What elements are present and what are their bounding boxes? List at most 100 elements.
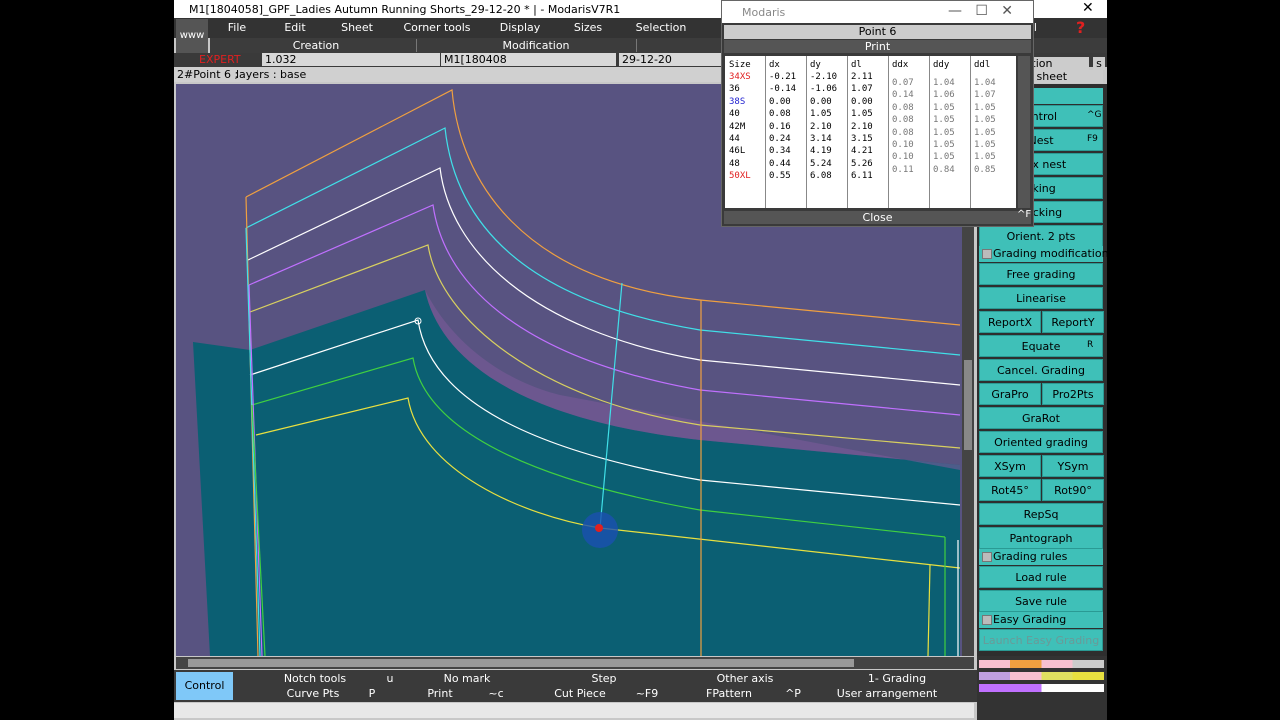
- toolbar-item[interactable]: Other axis: [716, 672, 774, 685]
- menu-item[interactable]: Selection: [635, 21, 687, 34]
- checkbox[interactable]: Grading rules: [979, 549, 1103, 565]
- column-header: ddx: [892, 60, 909, 70]
- diff-cell: 0.07: [892, 78, 914, 88]
- panel-button[interactable]: Oriented grading: [979, 431, 1103, 453]
- column-header: dl: [851, 60, 862, 70]
- h-scrollbar[interactable]: [176, 657, 974, 669]
- model-field[interactable]: M1[180408: [441, 53, 616, 66]
- panel-button[interactable]: GraRot: [979, 407, 1103, 429]
- toolbar-item[interactable]: FPattern: [706, 687, 752, 700]
- right-panel: lectionsent sheetControlontrol^GNestF9pl…: [977, 57, 1109, 664]
- menu-item[interactable]: File: [227, 21, 247, 34]
- cell: 36: [729, 84, 740, 95]
- panel-button[interactable]: Rot90°: [1042, 479, 1104, 501]
- cell: 48: [729, 158, 740, 169]
- toolbar-item[interactable]: P: [368, 687, 376, 700]
- panel-button[interactable]: ReportY: [1042, 311, 1104, 333]
- diff-cell: 1.06: [933, 90, 955, 101]
- canvas[interactable]: [176, 84, 974, 656]
- cell: 5.26: [851, 158, 873, 169]
- point-info: 2#Point 6 ;: [177, 68, 239, 81]
- diff-cell: 0.85: [974, 164, 996, 175]
- cell: 0.00: [769, 96, 791, 107]
- toolbar-item[interactable]: ~c: [488, 687, 504, 700]
- panel-button[interactable]: YSym: [1042, 455, 1104, 477]
- diff-cell: 0.14: [892, 90, 914, 101]
- size-swatch[interactable]: [979, 660, 1104, 668]
- panel-button[interactable]: Free grading: [979, 263, 1103, 285]
- button-shortcut: R: [1087, 340, 1094, 350]
- cell: 5.24: [810, 158, 832, 169]
- panel-button[interactable]: Load rule: [979, 566, 1103, 588]
- toolbar-item[interactable]: ^P: [785, 687, 801, 700]
- close-button[interactable]: Close: [724, 211, 1031, 224]
- panel-button[interactable]: ReportX: [979, 311, 1041, 333]
- cell: 0.16: [769, 121, 791, 132]
- panel-button[interactable]: Save rule: [979, 590, 1103, 612]
- menu-item[interactable]: Sizes: [573, 21, 603, 34]
- diff-cell: 1.05: [974, 140, 996, 150]
- diff-cell: 1.05: [974, 152, 996, 163]
- window-title: M1[1804058]_GPF_Ladies Autumn Running Sh…: [189, 3, 621, 16]
- panel-button[interactable]: Equate: [979, 335, 1103, 357]
- panel-button[interactable]: Cancel. Grading: [979, 359, 1103, 381]
- size-swatch[interactable]: [979, 684, 1104, 692]
- window-controls[interactable]: — ☐ ✕: [948, 3, 1013, 19]
- panel-button[interactable]: Pro2Pts: [1042, 383, 1104, 405]
- cell: 0.55: [769, 171, 791, 182]
- cell: 0.08: [769, 109, 791, 120]
- submenu-item[interactable]: Creation: [216, 39, 417, 52]
- cell: 1.07: [851, 84, 873, 95]
- cell: 6.08: [810, 171, 832, 182]
- diff-cell: 1.05: [974, 115, 996, 126]
- close-icon[interactable]: ✕: [1082, 0, 1094, 16]
- command-line[interactable]: [174, 703, 974, 718]
- toolbar-item[interactable]: Step: [591, 672, 617, 685]
- menu-item[interactable]: Edit: [284, 21, 306, 34]
- panel-button[interactable]: RepSq: [979, 503, 1103, 525]
- diff-cell: 0.08: [892, 102, 914, 113]
- diff-cell: 1.05: [933, 152, 955, 163]
- checkbox[interactable]: Easy Grading: [979, 612, 1103, 628]
- toolbar-item[interactable]: ~F9: [635, 687, 659, 700]
- www-button[interactable]: www: [176, 19, 208, 53]
- v-scrollbar[interactable]: [1018, 56, 1030, 208]
- submenu-item[interactable]: Modification: [436, 39, 637, 52]
- menu-item[interactable]: Sheet: [341, 21, 373, 34]
- panel-button[interactable]: Rot45°: [979, 479, 1041, 501]
- checkbox[interactable]: Grading modification: [979, 246, 1109, 262]
- toolbar-item[interactable]: 1- Grading: [867, 672, 927, 685]
- help-icon[interactable]: ?: [1076, 18, 1086, 37]
- control-button[interactable]: Control: [176, 672, 233, 700]
- layers-info: layers : base: [236, 68, 307, 81]
- cell: 0.44: [769, 158, 791, 169]
- toolbar-item[interactable]: Cut Piece: [554, 687, 606, 700]
- toolbar-item[interactable]: u: [386, 672, 394, 685]
- diff-cell: 0.08: [892, 115, 914, 126]
- panel-button[interactable]: GraPro: [979, 383, 1041, 405]
- toolbar-item[interactable]: Curve Pts: [286, 687, 340, 700]
- diff-cell: 1.05: [933, 127, 955, 138]
- menu-item[interactable]: Display: [499, 21, 541, 34]
- value-field[interactable]: 1.032: [262, 53, 440, 66]
- panel-button[interactable]: Linearise: [979, 287, 1103, 309]
- menu-item[interactable]: Corner tools: [403, 21, 471, 34]
- print-button[interactable]: Print: [724, 40, 1031, 53]
- toolbar-item[interactable]: User arrangement: [836, 687, 938, 700]
- panel-button[interactable]: Launch Easy Grading: [979, 629, 1103, 651]
- panel-button[interactable]: XSym: [979, 455, 1041, 477]
- bottom-bar: Control Notch tools u No mark Step Other axi…: [174, 670, 977, 702]
- scroll-thumb[interactable]: [188, 659, 854, 667]
- panel-button[interactable]: Pantograph: [979, 527, 1103, 549]
- toolbar-item[interactable]: Print: [427, 687, 453, 700]
- toolbar-item[interactable]: No mark: [443, 672, 491, 685]
- panel-button[interactable]: Orient. 2 pts: [979, 225, 1103, 247]
- cell: 0.34: [769, 146, 791, 157]
- date-field[interactable]: 29-12-20: [619, 53, 722, 66]
- shortcut: ^F: [1017, 209, 1032, 220]
- column-divider: [970, 56, 971, 208]
- cell: 1.05: [810, 109, 832, 120]
- size-swatch[interactable]: [979, 672, 1104, 680]
- diff-cell: 1.05: [933, 140, 955, 150]
- toolbar-item[interactable]: Notch tools: [283, 672, 347, 685]
